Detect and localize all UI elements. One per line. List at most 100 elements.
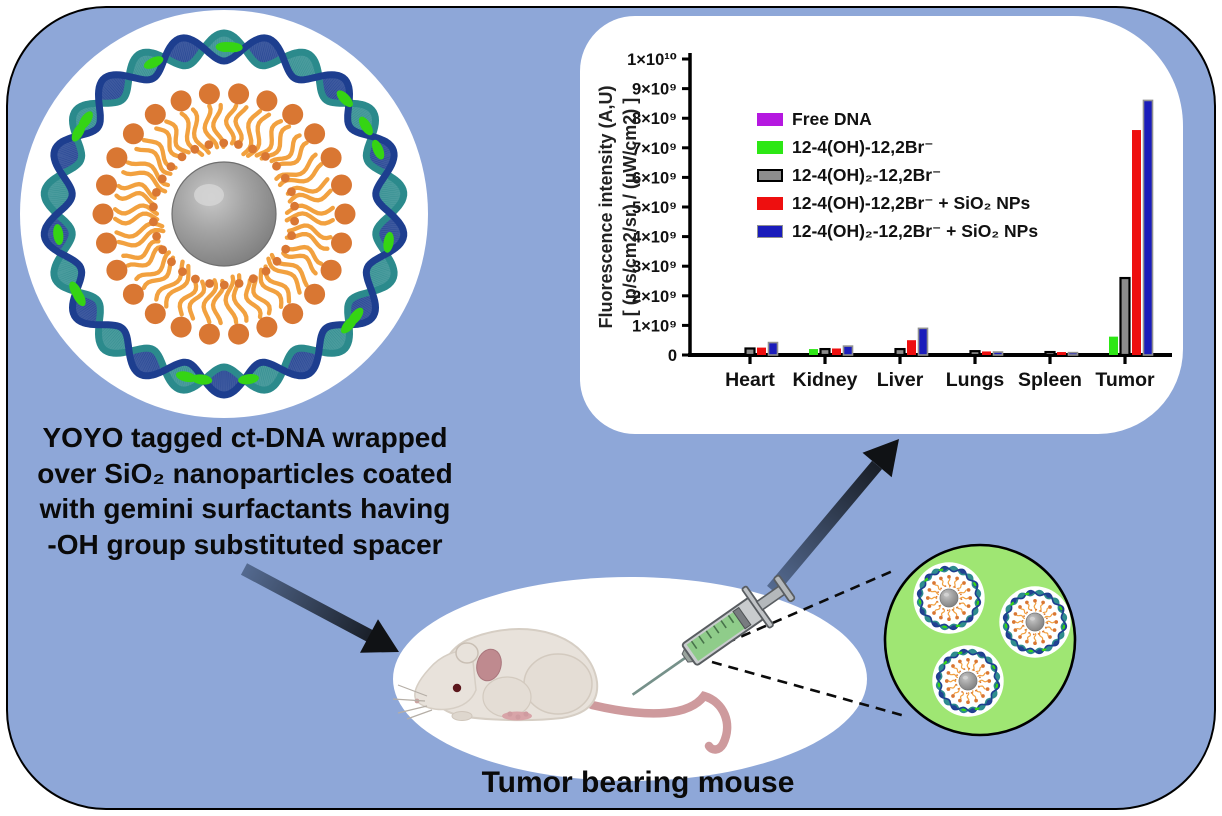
yoyo-tag (943, 660, 947, 665)
yoyo-tag (1024, 592, 1030, 596)
mouse-whisker (406, 709, 433, 720)
nanoparticle-illustration (20, 10, 428, 418)
bar-heart-s3 (757, 347, 766, 355)
svg-text:6×10⁹: 6×10⁹ (632, 169, 677, 187)
bar-liver-s4 (917, 327, 929, 356)
bar-lungs-s4 (992, 351, 1004, 356)
mini-nanoparticle (913, 562, 985, 634)
yoyo-tag (383, 231, 394, 253)
legend-item: 12-4(OH)₂-12,2Br⁻ + SiO₂ NPs (757, 220, 1038, 242)
yoyo-tag (957, 651, 963, 655)
yoyo-tag (191, 374, 213, 385)
legend-swatch-gemini-2-sio2 (757, 224, 783, 238)
yoyo-tag (175, 371, 197, 383)
chart-panel: 0 1×10⁹ 2×10⁹ 3×10⁹ 4×10⁹ 5×10⁹ 6×10⁹ 7×10⁹ 8×10… (580, 16, 1183, 434)
yoyo-tag (973, 582, 977, 587)
syringe-icon (631, 574, 796, 696)
mouse-caption-label: Tumor bearing mouse (481, 766, 795, 799)
arrow-up-right-icon (767, 439, 899, 595)
legend-swatch-gemini-2 (757, 168, 783, 182)
svg-text:[ (p/s/cm2/sr) / (µW/cm2) ]: [ (p/s/cm2/sr) / (µW/cm2) ] (620, 98, 640, 316)
bar-heart-s2 (744, 347, 756, 357)
dna-strand-navy (916, 565, 982, 631)
mouse-whisker (392, 698, 426, 702)
figure-frame: 0 1×10⁹ 2×10⁹ 3×10⁹ 4×10⁹ 5×10⁹ 6×10⁹ 7×10⁹ 8×10… (6, 6, 1216, 810)
svg-text:0: 0 (668, 347, 677, 365)
yoyo-tag (992, 665, 996, 670)
scene-illustrations (20, 10, 1077, 781)
svg-text:Tumor: Tumor (1095, 369, 1155, 391)
bar-tumor-s3 (1132, 130, 1141, 355)
yoyo-tag (955, 624, 961, 628)
legend-label: 12-4(OH)₂-12,2Br⁻ (792, 164, 942, 185)
bar-kidney-s1 (809, 349, 818, 355)
legend-swatch-free-dna (757, 112, 783, 126)
mouse-illustration (392, 577, 867, 781)
yoyo-tag (976, 600, 980, 606)
svg-text:Lungs: Lungs (946, 369, 1005, 391)
description-line: over SiO₂ nanoparticles coated (37, 457, 453, 489)
svg-text:Kidney: Kidney (792, 369, 857, 391)
arrow-down-right-icon (240, 563, 399, 653)
dna-strand-navy (1002, 589, 1068, 655)
legend-item: 12-4(OH)-12,2Br⁻ + SiO₂ NPs (757, 192, 1038, 214)
bar-tumor-s2 (1119, 276, 1131, 357)
sio2-core (1025, 612, 1045, 632)
yoyo-tag (974, 707, 980, 711)
bar-lungs-s2 (969, 350, 981, 357)
mouse-tail (587, 691, 732, 754)
syringe-liquid (686, 611, 745, 662)
chart-legend: Free DNA 12-4(OH)-12,2Br⁻ 12-4(OH)₂-12,2… (757, 108, 1038, 242)
yoyo-tag (1059, 606, 1063, 611)
description-line: -OH group substituted spacer (47, 528, 443, 560)
svg-text:Liver: Liver (877, 369, 924, 391)
dna-strand-navy (935, 648, 1001, 714)
svg-text:5×10⁹: 5×10⁹ (632, 199, 677, 217)
yoyo-tag (1062, 624, 1066, 630)
yoyo-tag (371, 139, 385, 160)
svg-text:Heart: Heart (725, 369, 775, 391)
yoyo-tag (69, 281, 83, 301)
legend-item: Free DNA (757, 108, 1038, 130)
yoyo-tag (71, 122, 86, 142)
bar-lungs-s3 (982, 351, 991, 355)
yoyo-tag (336, 90, 353, 108)
legend-label: Free DNA (792, 108, 872, 129)
yoyo-tag (143, 56, 164, 69)
yoyo-tag (942, 625, 948, 629)
legend-swatch-gemini-1-sio2 (757, 196, 783, 210)
bar-tumor-s4 (1142, 99, 1154, 356)
mouse-whisker (397, 684, 428, 697)
yoyo-tag (924, 577, 928, 582)
bar-spleen-s4 (1067, 351, 1079, 356)
sio2-core (958, 671, 978, 691)
biodistribution-chart: 0 1×10⁹ 2×10⁹ 3×10⁹ 4×10⁹ 5×10⁹ 6×10⁹ 7×10⁹ 8×10… (596, 51, 1172, 391)
yoyo-tag (995, 683, 999, 689)
legend-swatch-gemini-1 (757, 140, 783, 154)
yoyo-tag (215, 41, 237, 53)
bar-spleen-s3 (1057, 352, 1066, 355)
mouse-ear (476, 648, 502, 682)
yoyo-tag (1028, 649, 1034, 653)
svg-text:Spleen: Spleen (1018, 369, 1082, 391)
nanoparticle-description: YOYO tagged ct-DNA wrapped over SiO₂ nan… (20, 420, 470, 562)
dna-strand-navy (40, 34, 408, 399)
bar-spleen-s2 (1044, 350, 1056, 357)
bar-kidney-s4 (842, 345, 854, 356)
bar-kidney-s3 (832, 348, 841, 355)
yoyo-tag (1004, 623, 1008, 629)
mini-nanoparticle (999, 586, 1071, 658)
yoyo-tag (53, 224, 64, 246)
legend-item: 12-4(OH)-12,2Br⁻ (757, 136, 1038, 158)
yoyo-tag (918, 599, 922, 605)
bar-tumor-s1 (1109, 336, 1118, 355)
svg-text:8×10⁹: 8×10⁹ (632, 110, 677, 128)
sio2-core (939, 588, 959, 608)
yoyo-tag (1010, 601, 1014, 606)
yoyo-tag (358, 116, 373, 136)
svg-text:1×10¹⁰: 1×10¹⁰ (627, 51, 677, 69)
bar-liver-s2 (894, 347, 906, 357)
yoyo-tag (1041, 648, 1047, 652)
bar-liver-s3 (907, 340, 916, 355)
